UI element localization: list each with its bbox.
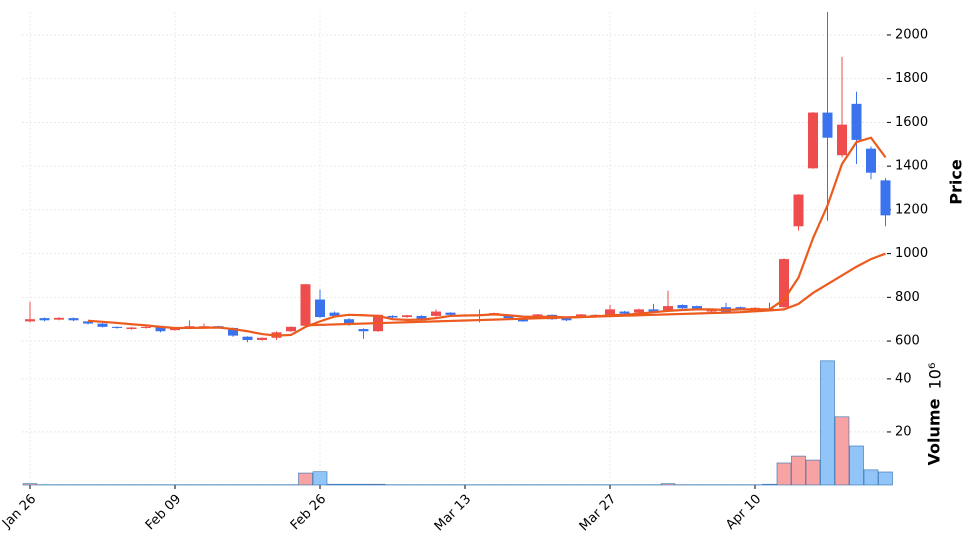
volume-bar — [777, 463, 791, 485]
candle-body — [40, 318, 50, 320]
y-tick-label: 1800 — [895, 71, 928, 86]
volume-bar — [371, 484, 385, 485]
y-tick-label: 1400 — [895, 159, 928, 174]
volume-bar — [864, 470, 878, 485]
y-tick-label: 2000 — [895, 27, 928, 42]
moving-average-line — [88, 138, 886, 336]
candle-body — [315, 300, 325, 317]
candle-body — [69, 318, 79, 320]
volume-bar — [342, 484, 356, 485]
candle-body — [286, 327, 296, 331]
volume-bar — [357, 484, 371, 485]
volume-bar — [661, 484, 675, 485]
y-tick-label: 20 — [895, 424, 912, 439]
candle-body — [243, 337, 253, 340]
x-tick-label: Feb 26 — [288, 492, 330, 534]
x-tick-label: Jan 26 — [0, 492, 39, 532]
candle-body — [127, 328, 137, 330]
candle-body — [852, 104, 862, 140]
candle-body — [112, 327, 122, 328]
candle-body — [301, 284, 311, 326]
candle-body — [605, 309, 615, 314]
candle-body — [141, 327, 151, 328]
y-tick-label: 800 — [895, 290, 920, 305]
candle-body — [678, 305, 688, 308]
x-tick-label: Feb 09 — [143, 492, 185, 534]
candle-body — [431, 312, 441, 316]
volume-bar — [299, 473, 313, 485]
volume-bar — [806, 460, 820, 485]
volume-bar — [328, 484, 342, 485]
candle-body — [866, 149, 876, 173]
volume-bar — [850, 446, 864, 485]
candle-body — [837, 125, 847, 156]
candle-body — [54, 318, 64, 320]
y-tick-label: 1200 — [895, 202, 928, 217]
volume-offset-label: 10⁶ — [926, 363, 945, 390]
candle-body — [794, 195, 804, 227]
volume-bar — [23, 484, 37, 485]
candle-body — [620, 312, 630, 314]
y-tick-label: 1000 — [895, 246, 928, 261]
candle-body — [98, 324, 108, 327]
volume-bar — [313, 472, 327, 485]
volume-bar — [792, 456, 806, 485]
candle-body — [257, 338, 267, 340]
price-axis-label: Price — [947, 159, 966, 205]
candle-body — [402, 315, 412, 317]
x-tick-label: Mar 27 — [577, 492, 620, 535]
candle-body — [359, 329, 369, 331]
volume-bar — [835, 417, 849, 485]
x-tick-label: Mar 13 — [432, 492, 475, 535]
candle-body — [446, 313, 456, 315]
volume-axis-label: Volume — [925, 398, 944, 465]
x-tick-label: Apr 10 — [723, 492, 764, 533]
candle-body — [808, 113, 818, 169]
candle-body — [388, 316, 398, 318]
candle-body — [823, 113, 833, 138]
candle-body — [634, 309, 644, 312]
volume-bar — [821, 361, 835, 485]
y-tick-label: 600 — [895, 334, 920, 349]
candle-body — [25, 319, 35, 321]
y-tick-label: 40 — [895, 371, 912, 386]
volume-bar — [763, 484, 777, 485]
volume-bar — [879, 472, 893, 485]
y-tick-label: 1600 — [895, 115, 928, 130]
candle-body — [881, 180, 891, 215]
